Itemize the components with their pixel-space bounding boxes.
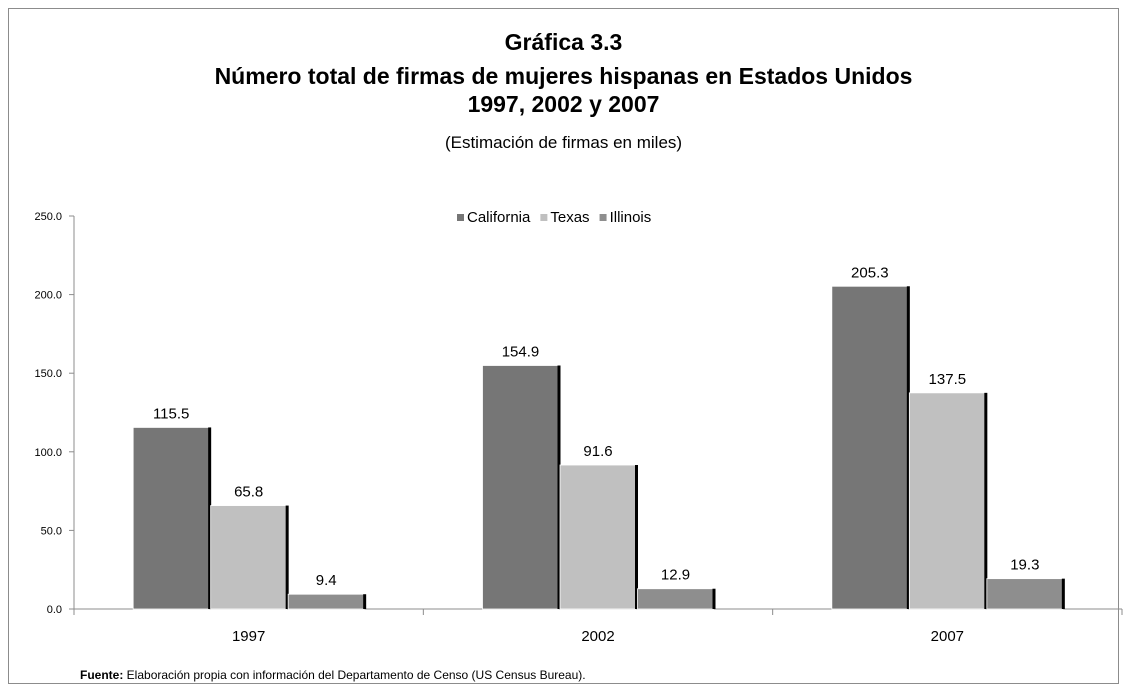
- chart-title: Gráfica 3.3: [504, 29, 623, 55]
- data-label: 91.6: [583, 443, 612, 460]
- legend-label-illinois: Illinois: [610, 209, 652, 226]
- bar-edge: [984, 392, 988, 609]
- y-tick-label: 0.0: [47, 604, 62, 616]
- y-tick-label: 50.0: [41, 525, 62, 537]
- bar-california: [132, 427, 210, 610]
- bar-edge: [1061, 578, 1065, 609]
- bar-texas: [210, 505, 288, 610]
- bar-illinois: [287, 593, 365, 610]
- bar-illinois: [637, 588, 714, 610]
- x-tick-label: 2002: [581, 628, 614, 645]
- legend-swatch-illinois: [599, 214, 607, 221]
- y-tick-label: 250.0: [34, 211, 62, 223]
- bar-texas: [908, 392, 986, 610]
- bar-edge: [557, 365, 561, 609]
- y-tick-label: 150.0: [34, 368, 62, 380]
- bar-edge: [285, 505, 289, 609]
- source-label: Fuente:: [80, 668, 124, 682]
- data-label: 12.9: [661, 567, 690, 584]
- y-tick-label: 100.0: [34, 447, 62, 459]
- chart-title-line2: Número total de firmas de mujeres hispan…: [214, 63, 913, 89]
- data-label: 137.5: [929, 371, 967, 388]
- legend-swatch-california: [457, 214, 464, 221]
- bar-california: [831, 285, 909, 610]
- bar-edge: [208, 427, 212, 609]
- data-label: 154.9: [502, 343, 540, 360]
- bar-texas: [559, 464, 637, 610]
- x-tick-label: 2007: [931, 628, 964, 645]
- data-label: 65.8: [234, 484, 263, 501]
- bar-edge: [635, 465, 638, 609]
- data-label: 115.5: [153, 405, 189, 422]
- bar-edge: [906, 286, 910, 609]
- bar-illinois: [986, 578, 1064, 610]
- legend-swatch-texas: [540, 214, 548, 221]
- chart-title-line3: 1997, 2002 y 2007: [467, 91, 660, 117]
- data-label: 19.3: [1010, 557, 1039, 574]
- bar-edge: [363, 594, 367, 609]
- y-tick-label: 200.0: [34, 290, 62, 302]
- legend-label-texas: Texas: [550, 209, 589, 226]
- x-tick-label: 1997: [232, 628, 265, 645]
- source-text: Elaboración propia con información del D…: [123, 668, 586, 682]
- data-label: 9.4: [316, 572, 337, 589]
- bar-edge: [712, 588, 716, 609]
- bar-california: [482, 365, 559, 610]
- data-label: 205.3: [851, 264, 889, 281]
- source-note: Fuente: Elaboración propia con informaci…: [80, 668, 586, 682]
- legend-label-california: California: [467, 209, 531, 226]
- chart-subtitle: (Estimación de firmas en miles): [444, 133, 683, 152]
